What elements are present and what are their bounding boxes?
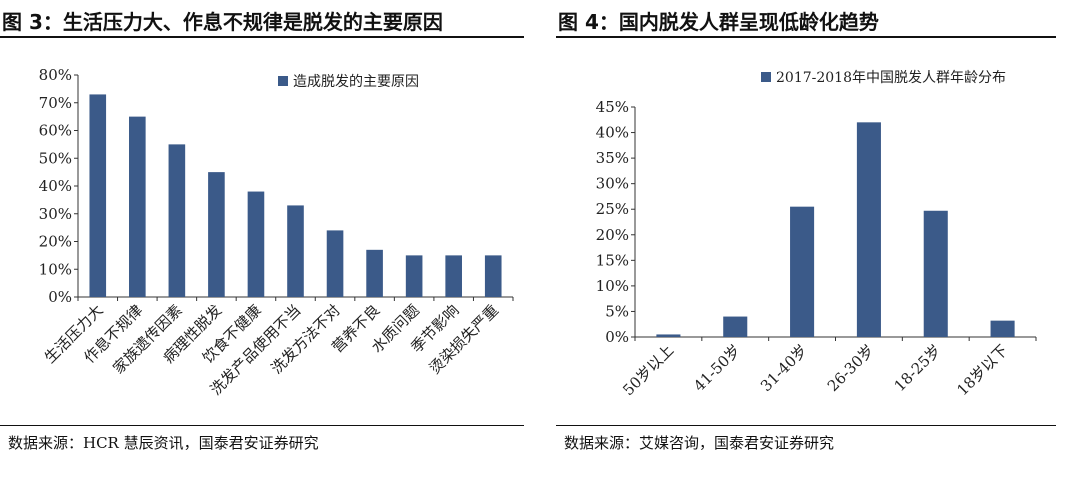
right-source-rule xyxy=(556,425,1056,426)
y-tick-label: 50% xyxy=(39,149,72,167)
left-figure-panel: 图 3：生活压力大、作息不规律是脱发的主要原因 0% 10% 20% 30% 40% 50… xyxy=(0,10,524,452)
x-tick-label: 41-50岁 xyxy=(690,341,744,395)
legend-swatch xyxy=(761,72,771,82)
bar xyxy=(208,172,225,297)
y-tick-label: 10% xyxy=(596,277,629,295)
bar xyxy=(129,116,146,297)
y-tick-label: 45% xyxy=(596,98,629,116)
left-source-rule xyxy=(0,425,524,426)
left-source-note: 数据来源：HCR 慧辰资讯，国泰君安证券研究 xyxy=(8,434,319,452)
left-bar-chart: 0%10%20%30%40%50%60%70%80%生活压力大作息不规律家族遗传… xyxy=(39,66,514,399)
y-tick-label: 20% xyxy=(39,233,72,251)
right-figure-title: 图 4：国内脱发人群呈现低龄化趋势 xyxy=(558,10,879,34)
y-tick-label: 70% xyxy=(39,94,72,112)
bar xyxy=(247,191,265,297)
y-tick-label: 60% xyxy=(39,122,72,140)
bar xyxy=(326,230,344,297)
left-title-rule xyxy=(0,36,524,38)
legend-label: 2017-2018年中国脱发人群年龄分布 xyxy=(776,70,1006,86)
bar xyxy=(856,122,881,337)
bar xyxy=(484,255,502,297)
y-tick-label: 0% xyxy=(48,288,72,306)
x-tick-label: 31-40岁 xyxy=(757,341,811,395)
y-tick-label: 35% xyxy=(596,149,629,167)
legend-label: 造成脱发的主要原因 xyxy=(293,74,419,90)
bar xyxy=(366,249,383,297)
right-title-rule xyxy=(556,36,1056,38)
y-tick-label: 30% xyxy=(596,175,629,193)
bar xyxy=(445,255,462,297)
right-figure-panel: 图 4：国内脱发人群呈现低龄化趋势 0% 5% 10% 15% 20% 25% 30% 35%… xyxy=(556,0,1076,485)
y-tick-label: 5% xyxy=(605,302,629,320)
y-tick-label: 40% xyxy=(39,177,72,195)
legend-swatch xyxy=(278,76,288,86)
y-tick-label: 10% xyxy=(39,260,72,278)
x-tick-label: 50岁以上 xyxy=(619,341,677,399)
bar xyxy=(287,205,304,297)
y-tick-label: 0% xyxy=(605,328,629,346)
x-tick-label: 18-25岁 xyxy=(891,341,945,395)
bar xyxy=(168,144,186,297)
x-tick-label: 26-30岁 xyxy=(824,341,878,395)
bar xyxy=(723,316,748,337)
x-tick-label: 18岁以下 xyxy=(953,341,1011,399)
bar xyxy=(923,210,948,337)
y-tick-label: 40% xyxy=(596,124,629,142)
right-bar-chart: 0% 5% 10% 15% 20% 25% 30% 35% 40% 45% 50岁以上 41-50岁 3… xyxy=(596,70,1037,399)
y-tick-label: 20% xyxy=(596,226,629,244)
y-tick-label: 30% xyxy=(39,205,72,223)
bar xyxy=(990,320,1015,337)
right-source-note: 数据来源：艾媒咨询，国泰君安证券研究 xyxy=(564,434,835,452)
bar xyxy=(656,334,681,337)
y-tick-label: 25% xyxy=(596,200,629,218)
bar xyxy=(89,94,107,297)
bar xyxy=(405,255,423,297)
y-tick-label: 80% xyxy=(39,66,72,84)
bar xyxy=(790,206,815,337)
left-figure-title: 图 3：生活压力大、作息不规律是脱发的主要原因 xyxy=(2,10,443,34)
y-tick-label: 15% xyxy=(596,251,629,269)
